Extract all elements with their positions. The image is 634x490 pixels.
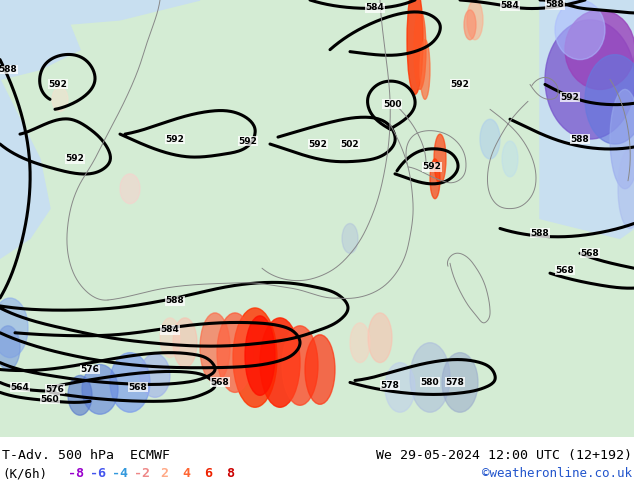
Text: 4: 4 (182, 467, 190, 481)
Text: 568: 568 (555, 266, 574, 275)
Text: 592: 592 (423, 162, 441, 171)
Text: 576: 576 (46, 385, 65, 394)
Text: -8: -8 (68, 467, 84, 481)
Text: 568: 568 (210, 378, 230, 387)
Text: We 29-05-2024 12:00 UTC (12+192): We 29-05-2024 12:00 UTC (12+192) (376, 449, 632, 462)
Text: 588: 588 (531, 229, 550, 238)
Polygon shape (0, 0, 50, 258)
Ellipse shape (173, 318, 197, 368)
Ellipse shape (442, 353, 478, 412)
Text: 592: 592 (560, 93, 579, 102)
Text: T-Adv. 500 hPa  ECMWF: T-Adv. 500 hPa ECMWF (2, 449, 170, 462)
Ellipse shape (410, 343, 450, 412)
Ellipse shape (160, 318, 180, 358)
Ellipse shape (467, 0, 483, 40)
Text: 588: 588 (0, 65, 17, 74)
Text: 584: 584 (160, 325, 179, 334)
Ellipse shape (545, 20, 634, 139)
Text: 588: 588 (571, 135, 590, 144)
Text: 560: 560 (41, 395, 60, 404)
Text: 592: 592 (309, 140, 327, 148)
Text: 6: 6 (204, 467, 212, 481)
Ellipse shape (610, 89, 634, 189)
Polygon shape (540, 0, 634, 239)
Ellipse shape (555, 0, 605, 60)
Text: 588: 588 (165, 296, 184, 305)
Ellipse shape (618, 149, 634, 228)
Text: 592: 592 (451, 80, 469, 89)
Ellipse shape (120, 174, 140, 204)
Polygon shape (0, 0, 200, 25)
Text: -4: -4 (112, 467, 128, 481)
Ellipse shape (110, 353, 150, 412)
Text: -6: -6 (90, 467, 106, 481)
Ellipse shape (140, 354, 170, 397)
Ellipse shape (82, 365, 118, 414)
Ellipse shape (368, 313, 392, 363)
Ellipse shape (434, 134, 446, 184)
Ellipse shape (0, 326, 20, 369)
Ellipse shape (52, 87, 68, 111)
Ellipse shape (0, 298, 28, 358)
Text: 502: 502 (340, 140, 359, 148)
Ellipse shape (480, 119, 500, 159)
Text: 2: 2 (160, 467, 168, 481)
Text: -2: -2 (134, 467, 150, 481)
Text: 568: 568 (581, 249, 599, 258)
Ellipse shape (585, 55, 634, 144)
Ellipse shape (420, 40, 430, 99)
Text: ©weatheronline.co.uk: ©weatheronline.co.uk (482, 467, 632, 481)
Text: 584: 584 (501, 1, 519, 10)
Ellipse shape (350, 323, 370, 363)
Text: 576: 576 (81, 365, 100, 374)
Text: 592: 592 (238, 137, 257, 146)
Text: 588: 588 (546, 0, 564, 9)
Text: 592: 592 (165, 135, 184, 144)
Ellipse shape (200, 313, 230, 382)
Ellipse shape (407, 0, 423, 95)
Ellipse shape (464, 10, 476, 40)
Text: 584: 584 (366, 3, 384, 12)
Text: 592: 592 (49, 80, 67, 89)
Text: 578: 578 (380, 381, 399, 390)
Text: 580: 580 (421, 378, 439, 387)
Text: 568: 568 (129, 383, 147, 392)
Polygon shape (0, 0, 80, 79)
Ellipse shape (502, 141, 518, 177)
Ellipse shape (565, 10, 634, 89)
Ellipse shape (245, 316, 275, 395)
Ellipse shape (342, 223, 358, 253)
Ellipse shape (282, 326, 318, 405)
Ellipse shape (260, 318, 300, 407)
Text: 8: 8 (226, 467, 234, 481)
Text: 578: 578 (446, 378, 465, 387)
Ellipse shape (233, 308, 277, 407)
Ellipse shape (305, 335, 335, 404)
Ellipse shape (217, 313, 253, 392)
Ellipse shape (430, 159, 440, 198)
Ellipse shape (68, 375, 92, 415)
Text: 592: 592 (65, 154, 84, 164)
Ellipse shape (414, 10, 426, 89)
Ellipse shape (385, 363, 415, 412)
Text: (K/6h): (K/6h) (2, 467, 47, 481)
Text: 500: 500 (383, 100, 401, 109)
Text: 564: 564 (11, 383, 29, 392)
